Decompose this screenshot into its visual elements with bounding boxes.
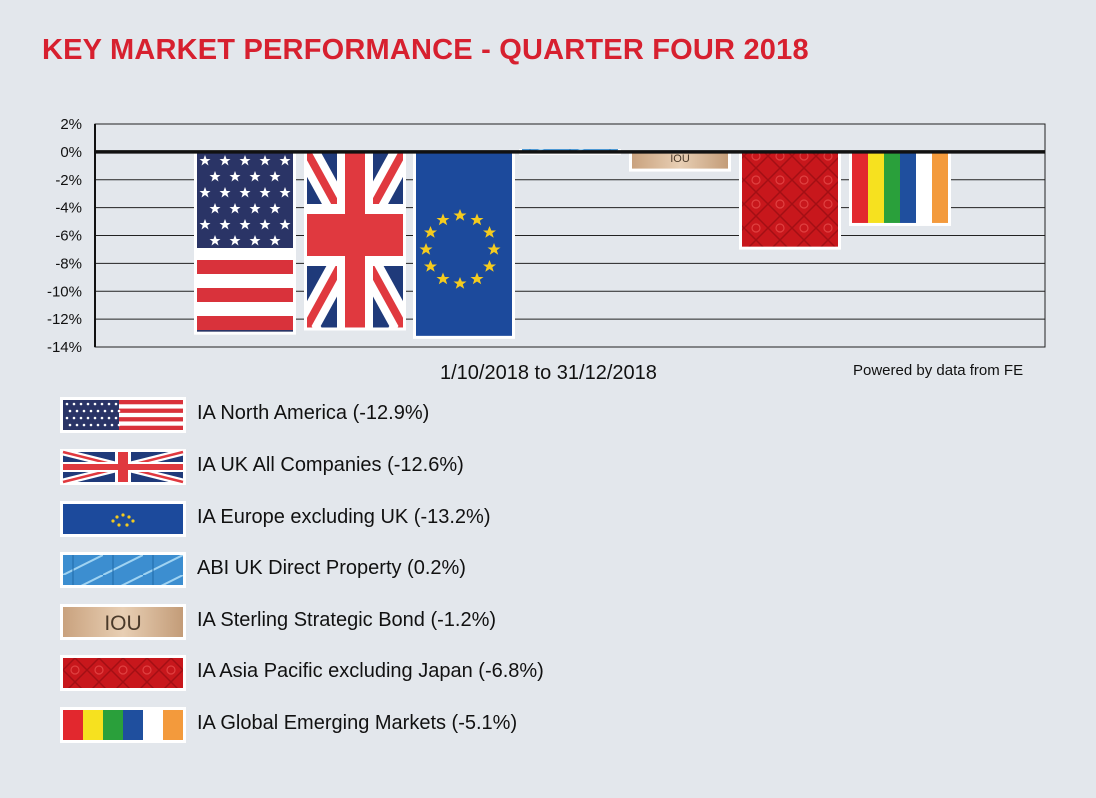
y-tick-label: -6% xyxy=(55,228,82,245)
y-tick-label: 0% xyxy=(60,144,82,161)
legend-item-uk-flag: IA UK All Companies (-12.6%) xyxy=(60,449,760,485)
y-tick-label: -8% xyxy=(55,255,82,272)
legend-label: IA North America (-12.9%) xyxy=(197,402,430,424)
legend-label: IA Asia Pacific excluding Japan (-6.8%) xyxy=(197,660,544,682)
bar-iou-text: IOU xyxy=(670,153,690,165)
legend-item-asia-pattern: IA Asia Pacific excluding Japan (-6.8%) xyxy=(60,655,760,691)
bar-us-flag xyxy=(197,151,293,332)
bar-iou-note xyxy=(632,151,728,169)
bar-uk-flag xyxy=(307,151,403,328)
legend-item-emerging-stripes: IA Global Emerging Markets (-5.1%) xyxy=(60,707,760,743)
chart-title: KEY MARKET PERFORMANCE - QUARTER FOUR 20… xyxy=(42,34,809,66)
legend-label: IA Global Emerging Markets (-5.1%) xyxy=(197,712,518,734)
chart-bars: IOU xyxy=(194,149,951,339)
bar-chart: IOU 2% 0% -2% -4% -6% -8% -10% -12% -14% xyxy=(47,116,1046,356)
legend-iou-text: IOU xyxy=(104,612,141,635)
data-source-credit: Powered by data from FE xyxy=(853,362,1024,379)
y-tick-label: -2% xyxy=(55,172,82,189)
legend-swatch-property-glass xyxy=(60,552,186,588)
legend-label: IA Europe excluding UK (-13.2%) xyxy=(197,506,491,528)
legend-label: IA Sterling Strategic Bond (-1.2%) xyxy=(197,609,497,631)
legend-swatch-uk-flag xyxy=(60,449,186,485)
y-tick-label: 2% xyxy=(60,116,82,133)
legend-swatch-emerging-stripes xyxy=(60,707,186,743)
chart-axes xyxy=(94,124,1045,347)
bar-emerging-stripes xyxy=(852,151,948,223)
y-tick-label: -14% xyxy=(47,339,82,356)
y-tick-label: -12% xyxy=(47,311,82,328)
y-tick-label: -4% xyxy=(55,200,82,217)
legend-label: ABI UK Direct Property (0.2%) xyxy=(197,557,466,579)
legend-item-property-glass: ABI UK Direct Property (0.2%) xyxy=(60,552,760,588)
legend-swatch-iou-note: IOU xyxy=(60,604,186,640)
legend-swatch-asia-pattern xyxy=(60,655,186,691)
legend-label: IA UK All Companies (-12.6%) xyxy=(197,454,464,476)
y-tick-label: -10% xyxy=(47,283,82,300)
legend-swatch-us-flag xyxy=(60,397,186,433)
bar-eu-flag xyxy=(416,151,512,336)
legend-item-eu-flag: IA Europe excluding UK (-13.2%) xyxy=(60,501,760,537)
bar-asia-pattern xyxy=(742,151,838,247)
legend-item-iou-note: IOU IA Sterling Strategic Bond (-1.2%) xyxy=(60,604,760,640)
legend-swatch-eu-flag xyxy=(60,501,186,537)
x-axis-date-range: 1/10/2018 to 31/12/2018 xyxy=(440,362,657,384)
y-axis-tick-labels: 2% 0% -2% -4% -6% -8% -10% -12% -14% xyxy=(47,116,82,356)
legend-item-us-flag: IA North America (-12.9%) xyxy=(60,397,760,433)
